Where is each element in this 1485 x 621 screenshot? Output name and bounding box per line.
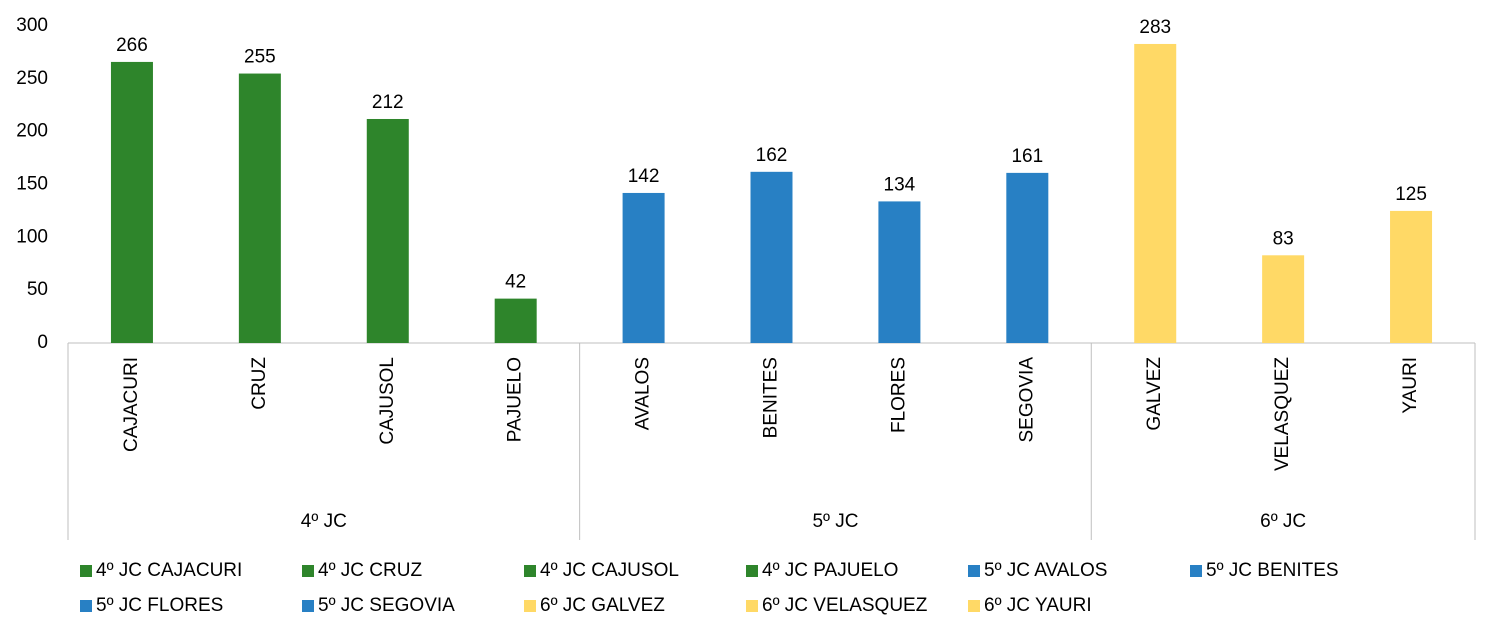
value-label: 142 xyxy=(628,166,660,187)
legend-swatch xyxy=(302,565,314,577)
bar xyxy=(622,192,665,343)
y-tick-label: 250 xyxy=(16,68,48,89)
legend-label: 6º JC YAURI xyxy=(984,595,1092,616)
x-tick-label: CAJUSOL xyxy=(377,357,398,445)
group-label: 5º JC xyxy=(812,511,858,532)
x-tick-label: AVALOS xyxy=(633,357,654,430)
legend-label: 4º JC PAJUELO xyxy=(762,560,898,581)
bar xyxy=(1390,210,1433,343)
value-label: 266 xyxy=(116,35,148,56)
legend-swatch xyxy=(968,600,980,612)
y-tick-label: 200 xyxy=(16,121,48,142)
legend-label: 5º JC SEGOVIA xyxy=(318,595,455,616)
x-tick-label: BENITES xyxy=(761,357,782,438)
legend-swatch xyxy=(80,565,92,577)
legend-label: 6º JC GALVEZ xyxy=(540,595,665,616)
legend-label: 5º JC AVALOS xyxy=(984,560,1107,581)
value-label: 134 xyxy=(884,174,916,195)
legend-label: 6º JC VELASQUEZ xyxy=(762,595,928,616)
legend-label: 5º JC FLORES xyxy=(96,595,223,616)
group-label: 6º JC xyxy=(1260,511,1306,532)
bar xyxy=(878,201,921,343)
x-tick-label: CAJACURI xyxy=(121,357,142,452)
legend-swatch xyxy=(80,600,92,612)
legend-swatch xyxy=(302,600,314,612)
bar xyxy=(1262,255,1305,343)
y-tick-label: 100 xyxy=(16,226,48,247)
bar xyxy=(494,298,537,343)
x-tick-label: FLORES xyxy=(888,357,909,433)
legend-swatch xyxy=(746,600,758,612)
legend-label: 4º JC CAJACURI xyxy=(96,560,242,581)
bar xyxy=(366,118,409,343)
x-tick-label: CRUZ xyxy=(249,357,270,410)
x-tick-label: SEGOVIA xyxy=(1016,357,1037,443)
x-tick-label: PAJUELO xyxy=(505,357,526,442)
value-label: 162 xyxy=(756,145,788,166)
group-label: 4º JC xyxy=(301,511,347,532)
value-label: 42 xyxy=(505,272,526,293)
bar xyxy=(110,61,153,343)
bar xyxy=(750,171,793,343)
legend-swatch xyxy=(968,565,980,577)
legend-label: 4º JC CRUZ xyxy=(318,560,422,581)
y-tick-label: 0 xyxy=(37,332,48,353)
bar xyxy=(238,73,281,344)
legend-label: 5º JC BENITES xyxy=(1206,560,1339,581)
x-tick-label: YAURI xyxy=(1400,357,1421,414)
y-tick-label: 50 xyxy=(27,279,48,300)
legend-swatch xyxy=(746,565,758,577)
value-label: 255 xyxy=(244,47,276,68)
x-tick-label: GALVEZ xyxy=(1144,357,1165,431)
legend-label: 4º JC CAJUSOL xyxy=(540,560,679,581)
y-tick-label: 300 xyxy=(16,15,48,36)
legend-swatch xyxy=(524,565,536,577)
value-label: 283 xyxy=(1139,17,1171,38)
x-tick-label: VELASQUEZ xyxy=(1272,357,1293,471)
legend-swatch xyxy=(524,600,536,612)
value-label: 212 xyxy=(372,92,404,113)
y-tick-label: 150 xyxy=(16,174,48,195)
bar xyxy=(1134,43,1177,344)
value-label: 83 xyxy=(1273,228,1294,249)
bar xyxy=(1006,172,1049,343)
legend-swatch xyxy=(1190,565,1202,577)
value-label: 161 xyxy=(1011,146,1043,167)
value-label: 125 xyxy=(1395,184,1427,205)
